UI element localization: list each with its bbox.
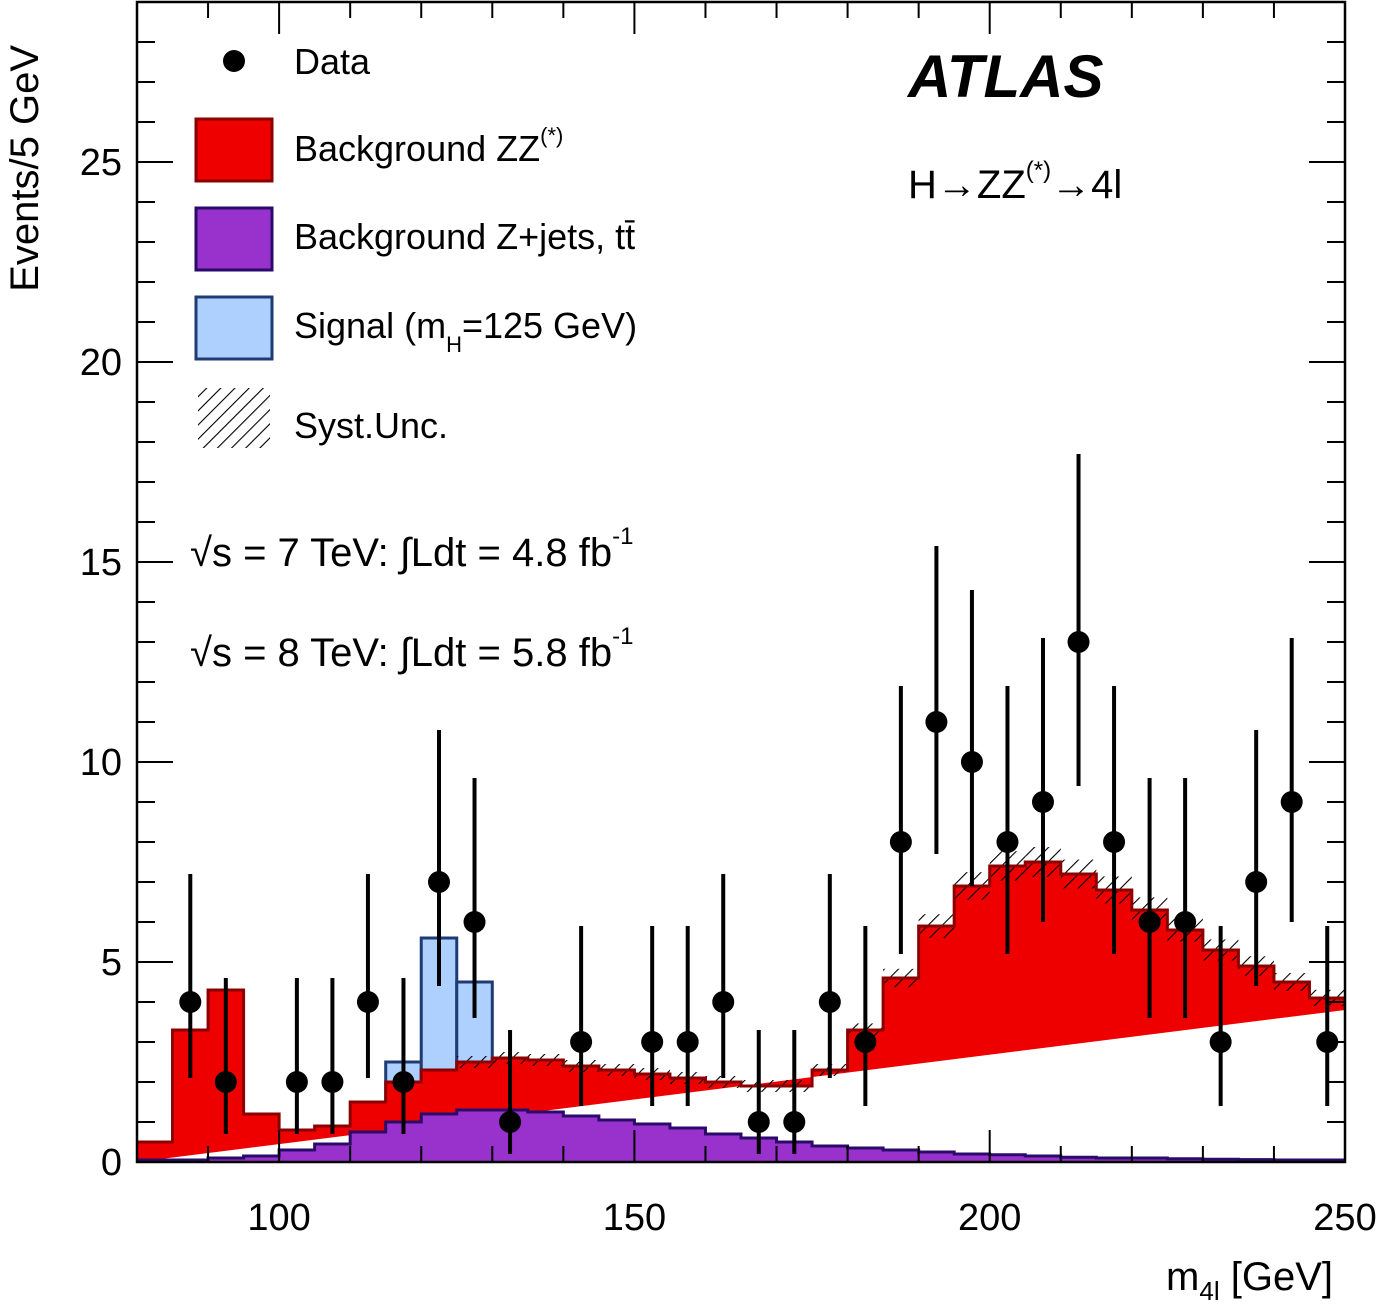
tick-labels: 100 150 200 250 0 5 10 15 20 25 <box>80 142 1377 1239</box>
lumi-line-8tev-main: s = 8 TeV: ∫Ldt = 5.8 fb <box>212 631 612 675</box>
data-point <box>463 911 486 933</box>
data-point <box>676 1031 699 1053</box>
data-points <box>179 454 1339 1154</box>
legend-zjets-swatch <box>194 206 274 272</box>
x-tick-label: 200 <box>958 1197 1021 1239</box>
legend-data-label: Data <box>294 41 371 82</box>
axis-ticks <box>136 1 1346 1163</box>
data-point <box>356 991 379 1013</box>
legend-data-marker <box>223 50 245 72</box>
x-tick-label: 150 <box>603 1197 666 1239</box>
y-tick-label: 25 <box>80 142 122 184</box>
legend-signal-label-main: Signal (m <box>294 305 446 346</box>
process-label-pre: H→ZZ <box>908 163 1026 207</box>
lumi-line-7tev-sup: -1 <box>612 523 633 550</box>
legend-signal-label-post: =125 GeV) <box>462 305 637 346</box>
lumi-line-7tev-main: s = 7 TeV: ∫Ldt = 4.8 fb <box>212 531 612 575</box>
legend-syst-label: Syst.Unc. <box>294 405 448 446</box>
x-axis-title-sub: 4l <box>1199 1276 1219 1305</box>
lumi-line-8tev-sqrt: √ <box>190 631 212 675</box>
data-point <box>1138 911 1161 933</box>
data-point <box>285 1071 308 1093</box>
x-tick-label: 250 <box>1313 1197 1376 1239</box>
data-point <box>499 1111 522 1133</box>
process-label-post: →4l <box>1051 163 1122 207</box>
data-point <box>1032 791 1054 813</box>
data-point <box>747 1111 770 1133</box>
experiment-label: ATLAS <box>906 43 1104 110</box>
data-point <box>889 831 912 853</box>
legend-signal-swatch <box>194 295 274 361</box>
data-point <box>1174 911 1197 933</box>
y-axis-title: Events/5 GeV <box>3 45 47 292</box>
x-tick-label: 100 <box>247 1197 310 1239</box>
lumi-line-8tev-sup: -1 <box>612 623 633 650</box>
data-point <box>641 1031 664 1053</box>
stacked-histogram <box>137 847 1345 1162</box>
legend: Data Background ZZ(*) Background Z+jets,… <box>194 41 637 448</box>
lumi-line-7tev-sqrt: √ <box>190 531 212 575</box>
data-point <box>996 831 1019 853</box>
plot-frame <box>135 0 1347 1164</box>
data-point <box>1245 871 1268 893</box>
x-axis-title-unit: [GeV] <box>1220 1255 1333 1299</box>
data-point <box>179 991 202 1013</box>
legend-zz-label-sup: (*) <box>540 123 563 148</box>
zz-background-outline <box>137 860 1345 1144</box>
data-point <box>428 871 450 893</box>
y-tick-label: 20 <box>80 342 122 384</box>
data-point <box>392 1071 415 1093</box>
data-point <box>321 1071 344 1093</box>
zjets-background-outline <box>137 1108 1345 1162</box>
legend-signal-label-sub: H <box>446 332 462 357</box>
data-point <box>818 991 841 1013</box>
data-point <box>214 1071 237 1093</box>
zz-background-fill <box>137 862 1345 1162</box>
x-axis-title-main: m <box>1166 1255 1199 1299</box>
data-point <box>925 711 948 733</box>
data-point <box>783 1111 806 1133</box>
data-point <box>960 751 983 773</box>
data-point <box>1280 791 1303 813</box>
data-point <box>1067 631 1090 653</box>
legend-zz-label: Background ZZ(*) <box>294 123 563 169</box>
legend-zz-label-main: Background ZZ <box>294 128 540 169</box>
data-point <box>570 1031 593 1053</box>
legend-syst-swatch <box>198 388 270 448</box>
y-tick-label: 5 <box>101 942 122 984</box>
y-tick-label: 15 <box>80 542 122 584</box>
data-point <box>854 1031 877 1053</box>
lumi-line-7tev: √s = 7 TeV: ∫Ldt = 4.8 fb-1 <box>190 523 633 575</box>
data-point <box>1103 831 1126 853</box>
y-tick-label: 0 <box>101 1142 122 1184</box>
legend-zjets-label: Background Z+jets, tt̄ <box>294 216 635 257</box>
x-axis-title: m4l [GeV] <box>1166 1255 1333 1305</box>
data-point <box>1209 1031 1232 1053</box>
y-tick-label: 10 <box>80 742 122 784</box>
process-label: H→ZZ(*)→4l <box>908 157 1122 207</box>
lumi-line-8tev: √s = 8 TeV: ∫Ldt = 5.8 fb-1 <box>190 623 633 675</box>
legend-signal-label: Signal (mH=125 GeV) <box>294 305 637 357</box>
legend-zz-swatch <box>194 117 274 183</box>
process-label-sup: (*) <box>1026 157 1051 184</box>
data-point <box>712 991 735 1013</box>
